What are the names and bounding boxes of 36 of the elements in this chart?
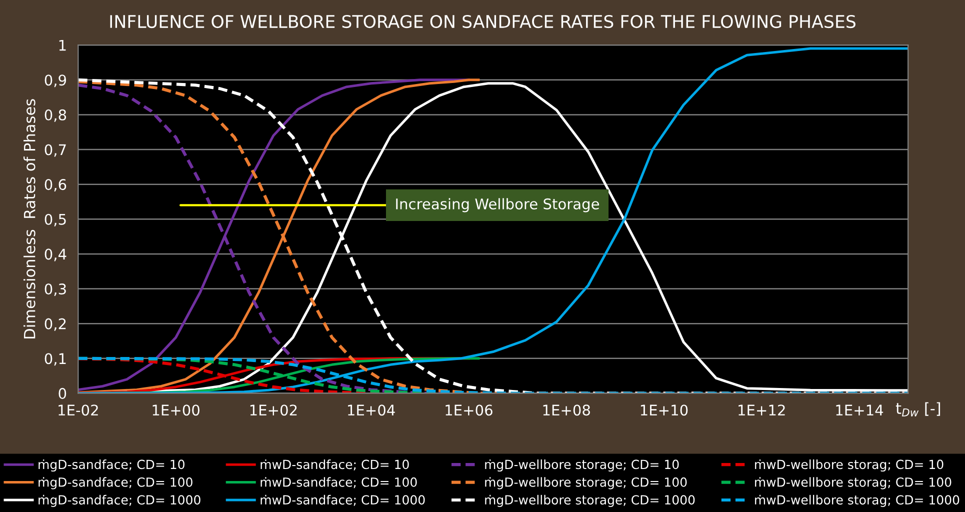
x-tick-label: 1E-02 [58,404,98,416]
legend-label: ṁgD-sandface; CD= 10 [38,459,184,472]
x-tick-label: 1E+10 [640,404,688,416]
y-tick-label: 0,9 [44,74,66,88]
legend-label: ṁwD-sandface; CD= 100 [260,477,417,488]
annotation: Increasing Wellbore Storage [396,198,600,212]
legend-label: ṁgD-wellbore storage; CD= 100 [485,477,687,490]
legend-label: ṁgD-sandface; CD= 1000 [38,494,200,507]
x-tick-label: 1E+00 [152,404,200,416]
y-tick-label: 0,3 [44,283,66,296]
y-tick-label: 0,6 [44,179,66,192]
legend-label: ṁgD-sandface; CD= 100 [38,477,192,490]
y-tick-label: 0,1 [44,353,66,366]
legend-label: ṁgD-wellbore storage; CD= 10 [485,459,679,472]
x-tick-label: 1E+14 [836,404,884,416]
x-tick-label: 1E+06 [446,404,492,416]
y-tick-label: 0,4 [44,248,66,262]
legend-label: ṁwD-sandface; CD= 10 [260,459,409,470]
legend-label: ṁwD-wellbore storag; CD= 10 [755,459,944,472]
x-tick-label: 1E+12 [738,404,785,416]
y-tick-label: 1 [59,40,66,51]
y-tick-label: 0,2 [44,318,66,331]
legend-label: ṁgD-wellbore storage; CD= 1000 [485,494,695,507]
y-axis-title: Dimensionless Rates of Phases [24,99,36,338]
y-tick-label: 0,5 [44,214,66,226]
chart-title: INFLUENCE OF WELLBORE STORAGE ON SANDFACE RATES FOR THE FLOWING PHASES [110,14,856,28]
x-tick-label: 1E+08 [543,404,590,416]
x-axis-title: t$_{Dw}$ [-] [896,402,940,416]
y-tick-label: 0 [58,388,66,399]
x-tick-label: 1E+02 [250,404,297,416]
legend-label: ṁwD-wellbore storag; CD= 1000 [755,494,960,507]
legend-label: ṁwD-sandface; CD= 1000 [260,494,425,506]
y-tick-label: 0,7 [44,144,66,157]
x-tick-label: 1E+04 [348,404,395,416]
y-tick-label: 0,8 [44,109,66,122]
legend-label: ṁwD-wellbore storag; CD= 100 [755,477,952,490]
